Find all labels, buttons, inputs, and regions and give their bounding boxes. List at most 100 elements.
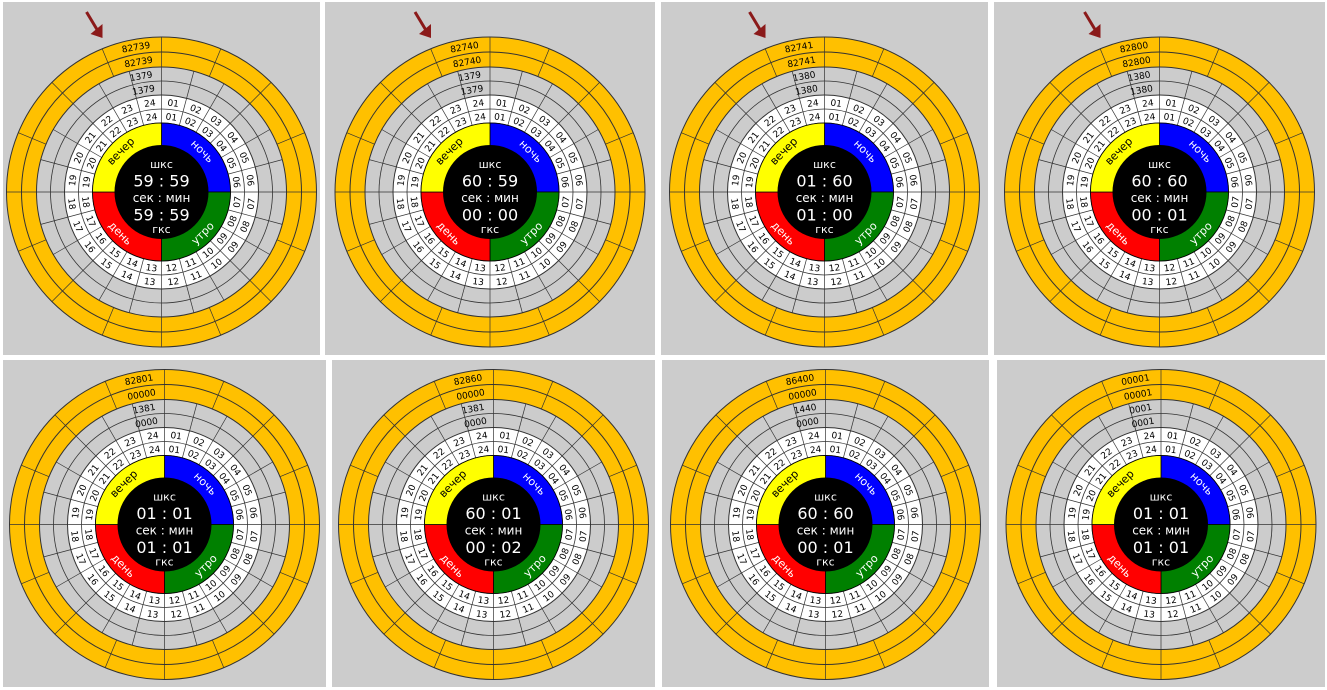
hour-label: 19 (1068, 506, 1079, 519)
counter-value: 1380 (795, 84, 820, 98)
hour-label: 13 (1145, 596, 1158, 607)
hour-label: 18 (65, 198, 76, 211)
hour-label: 23 (1125, 449, 1139, 463)
hour-label: 18 (1078, 528, 1089, 541)
center-text: шкс (1150, 490, 1173, 503)
hour-label: 14 (122, 602, 137, 616)
clock-panel-4: 01 01 02 02 03 03 04 04 05 05 06 06 07 07 08 08 09 09 10 10… (994, 2, 1325, 355)
hour-label: 19 (400, 506, 411, 519)
hour-label: 05 (899, 151, 913, 165)
hour-label: 23 (452, 436, 466, 450)
hour-label: 17 (1068, 220, 1082, 234)
hour-label: 02 (851, 103, 865, 117)
spoke (1220, 558, 1270, 588)
hour-label: 18 (79, 196, 90, 209)
orange-spoke (608, 464, 637, 477)
counter-value: 82740 (452, 56, 482, 71)
orange-spoke (1207, 307, 1220, 336)
hour-label: 13 (145, 263, 158, 274)
spoke (1219, 226, 1268, 255)
hour-label: 12 (1163, 263, 1176, 274)
hour-label: 23 (458, 449, 472, 463)
orange-spoke (1049, 280, 1072, 302)
hour-label: 12 (1167, 610, 1180, 621)
hour-label: 07 (1232, 528, 1243, 541)
spoke (874, 573, 915, 614)
hour-label: 01 (828, 112, 841, 123)
hour-label: 19 (732, 506, 743, 519)
hour-label: 23 (1118, 103, 1132, 117)
hour-label: 01 (497, 445, 510, 456)
center-text: 60 : 60 (1131, 172, 1187, 191)
spoke (369, 159, 424, 175)
spoke (43, 542, 98, 558)
hour-label: 23 (1120, 436, 1134, 450)
hour-label: 05 (1236, 483, 1250, 497)
center-text: сек : мин (1132, 524, 1190, 538)
orange-spoke (104, 639, 117, 668)
hour-label: 20 (736, 151, 750, 166)
hour-label: 12 (829, 596, 842, 607)
center-text: сек : мин (461, 191, 519, 205)
hour-label: 07 (575, 198, 586, 211)
orange-spoke (1051, 612, 1073, 635)
orange-spoke (279, 464, 308, 477)
spoke (717, 558, 766, 588)
hour-label: 13 (472, 277, 485, 288)
spoke (1209, 435, 1250, 476)
hour-label: 11 (848, 589, 862, 603)
spoke (842, 258, 858, 313)
clock-panel-8: 01 01 02 02 03 03 04 04 05 05 06 06 07 07 08 08 09 09 10 10… (997, 360, 1325, 687)
hour-label: 06 (233, 508, 244, 521)
spoke (843, 591, 859, 646)
counter-value: 0000 (464, 417, 489, 431)
spoke (401, 240, 442, 281)
hour-label: 02 (1182, 449, 1196, 463)
hour-label: 02 (847, 449, 861, 463)
hour-label: 07 (897, 528, 908, 541)
spoke (1193, 251, 1223, 301)
orange-spoke (764, 48, 777, 77)
spoke (75, 435, 116, 476)
orange-spoke (1016, 239, 1045, 252)
spoke (703, 159, 758, 175)
spoke (1227, 542, 1282, 558)
counter-value: 82740 (450, 41, 480, 56)
hour-label: 08 (242, 552, 256, 567)
hour-label: 05 (900, 483, 914, 497)
spoke (1178, 591, 1194, 646)
hour-label: 14 (783, 602, 798, 616)
orange-spoke (541, 381, 554, 410)
spoke (560, 491, 615, 507)
spoke (553, 461, 602, 491)
center-text: гкс (155, 555, 173, 568)
hour-label: 05 (556, 489, 570, 503)
hour-label: 11 (187, 589, 201, 603)
hour-label: 23 (123, 436, 137, 450)
hour-label: 08 (903, 552, 917, 567)
spoke (228, 159, 283, 175)
hour-label: 24 (809, 445, 822, 456)
hour-label: 06 (907, 174, 918, 187)
counter-value: 1380 (1130, 84, 1155, 98)
counter-value: 0001 (1131, 417, 1155, 431)
center-disc (443, 145, 537, 239)
orange-spoke (1017, 464, 1046, 477)
spoke (1051, 226, 1100, 255)
hour-label: 19 (745, 176, 756, 189)
hour-label: 18 (1065, 530, 1076, 543)
spoke (1193, 83, 1223, 133)
orange-spoke (681, 239, 710, 252)
spoke (1052, 461, 1102, 491)
hour-label: 18 (742, 196, 753, 209)
hour-label: 24 (148, 445, 161, 456)
spoke (381, 129, 431, 158)
spoke (404, 573, 445, 614)
spoke (213, 435, 254, 476)
orange-spoke (1099, 307, 1112, 336)
spoke (884, 129, 933, 158)
